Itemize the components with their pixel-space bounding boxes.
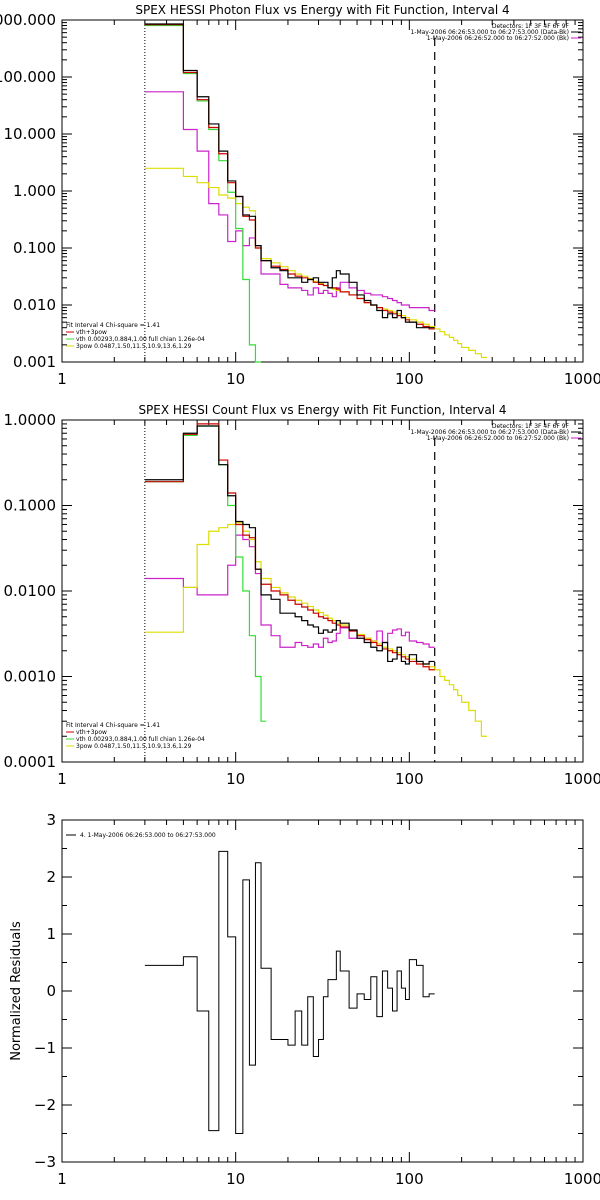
x-tick-label: 1	[57, 1170, 67, 1188]
y-tick-label: 0.0001	[4, 753, 57, 771]
x-tick-label: 1000	[564, 370, 600, 388]
x-tick-label: 100	[395, 1170, 424, 1188]
detectors-label: Detectors: 1F 3F 4F 6F 9F	[492, 423, 570, 430]
fit-legend-entry: vth+3pow	[76, 729, 107, 736]
x-tick-label: 100	[395, 370, 424, 388]
y-tick-label: 0	[46, 982, 56, 1000]
plot-frame	[61, 819, 584, 1163]
fit-legend-title: Fit Interval 4 Chi-square = 1.41	[66, 322, 160, 329]
chart-title: SPEX HESSI Photon Flux vs Energy with Fi…	[135, 3, 509, 17]
y-tick-label: 1.000	[13, 182, 56, 200]
y-tick-label: 10.000	[4, 125, 57, 143]
series-vth	[144, 425, 267, 722]
series-vth	[144, 24, 262, 363]
x-tick-label: 1	[57, 370, 67, 388]
series-residuals	[144, 850, 435, 1134]
x-tick-label: 10	[226, 370, 245, 388]
series-bk	[144, 91, 435, 312]
fit-legend-entry: vth 0.00293,0.884,1.00 full chian 1.26e-…	[76, 736, 205, 743]
plot-frame	[61, 19, 584, 363]
y-axis-label: Normalized Residuals	[9, 921, 24, 1061]
fit-legend-title: Fit Interval 4 Chi-square = 1.41	[66, 722, 160, 729]
y-tick-label: 0.0100	[4, 582, 57, 600]
y-tick-label: 0.001	[13, 353, 56, 371]
y-tick-label: 2	[46, 868, 56, 886]
y-tick-label: −3	[34, 1153, 56, 1171]
plot-frame	[61, 419, 584, 763]
y-tick-label: −1	[34, 1039, 56, 1057]
residuals-panel: 1 10 100 1000 −3 −2 −1 0 1 2 3 Normalized Residuals…	[9, 811, 600, 1188]
time-range-label: 1-May-2006 06:26:52.000 to 06:27:52.000 …	[427, 35, 569, 42]
time-range-label: 1-May-2006 06:26:53.000 to 06:27:53.000 …	[410, 29, 569, 36]
x-tick-label: 100	[395, 770, 424, 788]
y-tick-label: 0.100	[13, 239, 56, 257]
fit-legend-entry: vth+3pow	[76, 329, 107, 336]
fit-legend-entry: vth 0.00293,0.884,1.00 full chian 1.26e-…	[76, 336, 205, 343]
series-3pow	[144, 167, 487, 359]
y-tick-label: 0.1000	[4, 497, 57, 515]
fit-legend-entry: 3pow 0.0487,1.50,11.5,10.9,13.6,1.29	[76, 343, 192, 350]
y-tick-label: −2	[34, 1096, 56, 1114]
time-range-label: 1-May-2006 06:26:53.000 to 06:27:53.000 …	[410, 429, 569, 436]
series-data_minus_bk	[144, 425, 435, 665]
count-flux-panel: 1 10 100 1000 0.0001 0.0010 0.0100 0.1000 1.0000…	[4, 403, 600, 788]
series-vth+3pow	[144, 423, 435, 671]
time-range-label: 1-May-2006 06:26:52.000 to 06:27:52.000 …	[427, 435, 569, 442]
x-tick-label: 10	[226, 1170, 245, 1188]
fit-legend-entry: 3pow 0.0487,1.50,11.5,10.9,13.6,1.29	[76, 743, 192, 750]
x-tick-label: 1000	[564, 770, 600, 788]
y-tick-label: 1	[46, 925, 56, 943]
series-bk	[144, 534, 435, 648]
x-tick-label: 1000	[564, 1170, 600, 1188]
y-tick-label: 100.000	[0, 68, 56, 86]
photon-flux-panel: 1 10 100 1000 0.001 0.010 0.100 1.000 10.000 100.…	[0, 3, 600, 388]
y-tick-label: 3	[46, 811, 56, 829]
y-tick-label: 0.0010	[4, 668, 57, 686]
y-tick-label: 1000.000	[0, 11, 56, 29]
x-tick-label: 10	[226, 770, 245, 788]
y-tick-label: 0.010	[13, 296, 56, 314]
residuals-legend: 4. 1-May-2006 06:26:53.000 to 06:27:53.0…	[80, 832, 216, 839]
detectors-label: Detectors: 1F 3F 4F 6F 9F	[492, 23, 570, 30]
series-data_minus_bk	[144, 23, 435, 329]
series-3pow	[144, 522, 487, 737]
chart-title: SPEX HESSI Count Flux vs Energy with Fit…	[138, 403, 506, 417]
x-tick-label: 1	[57, 770, 67, 788]
y-tick-label: 1.0000	[4, 411, 57, 429]
